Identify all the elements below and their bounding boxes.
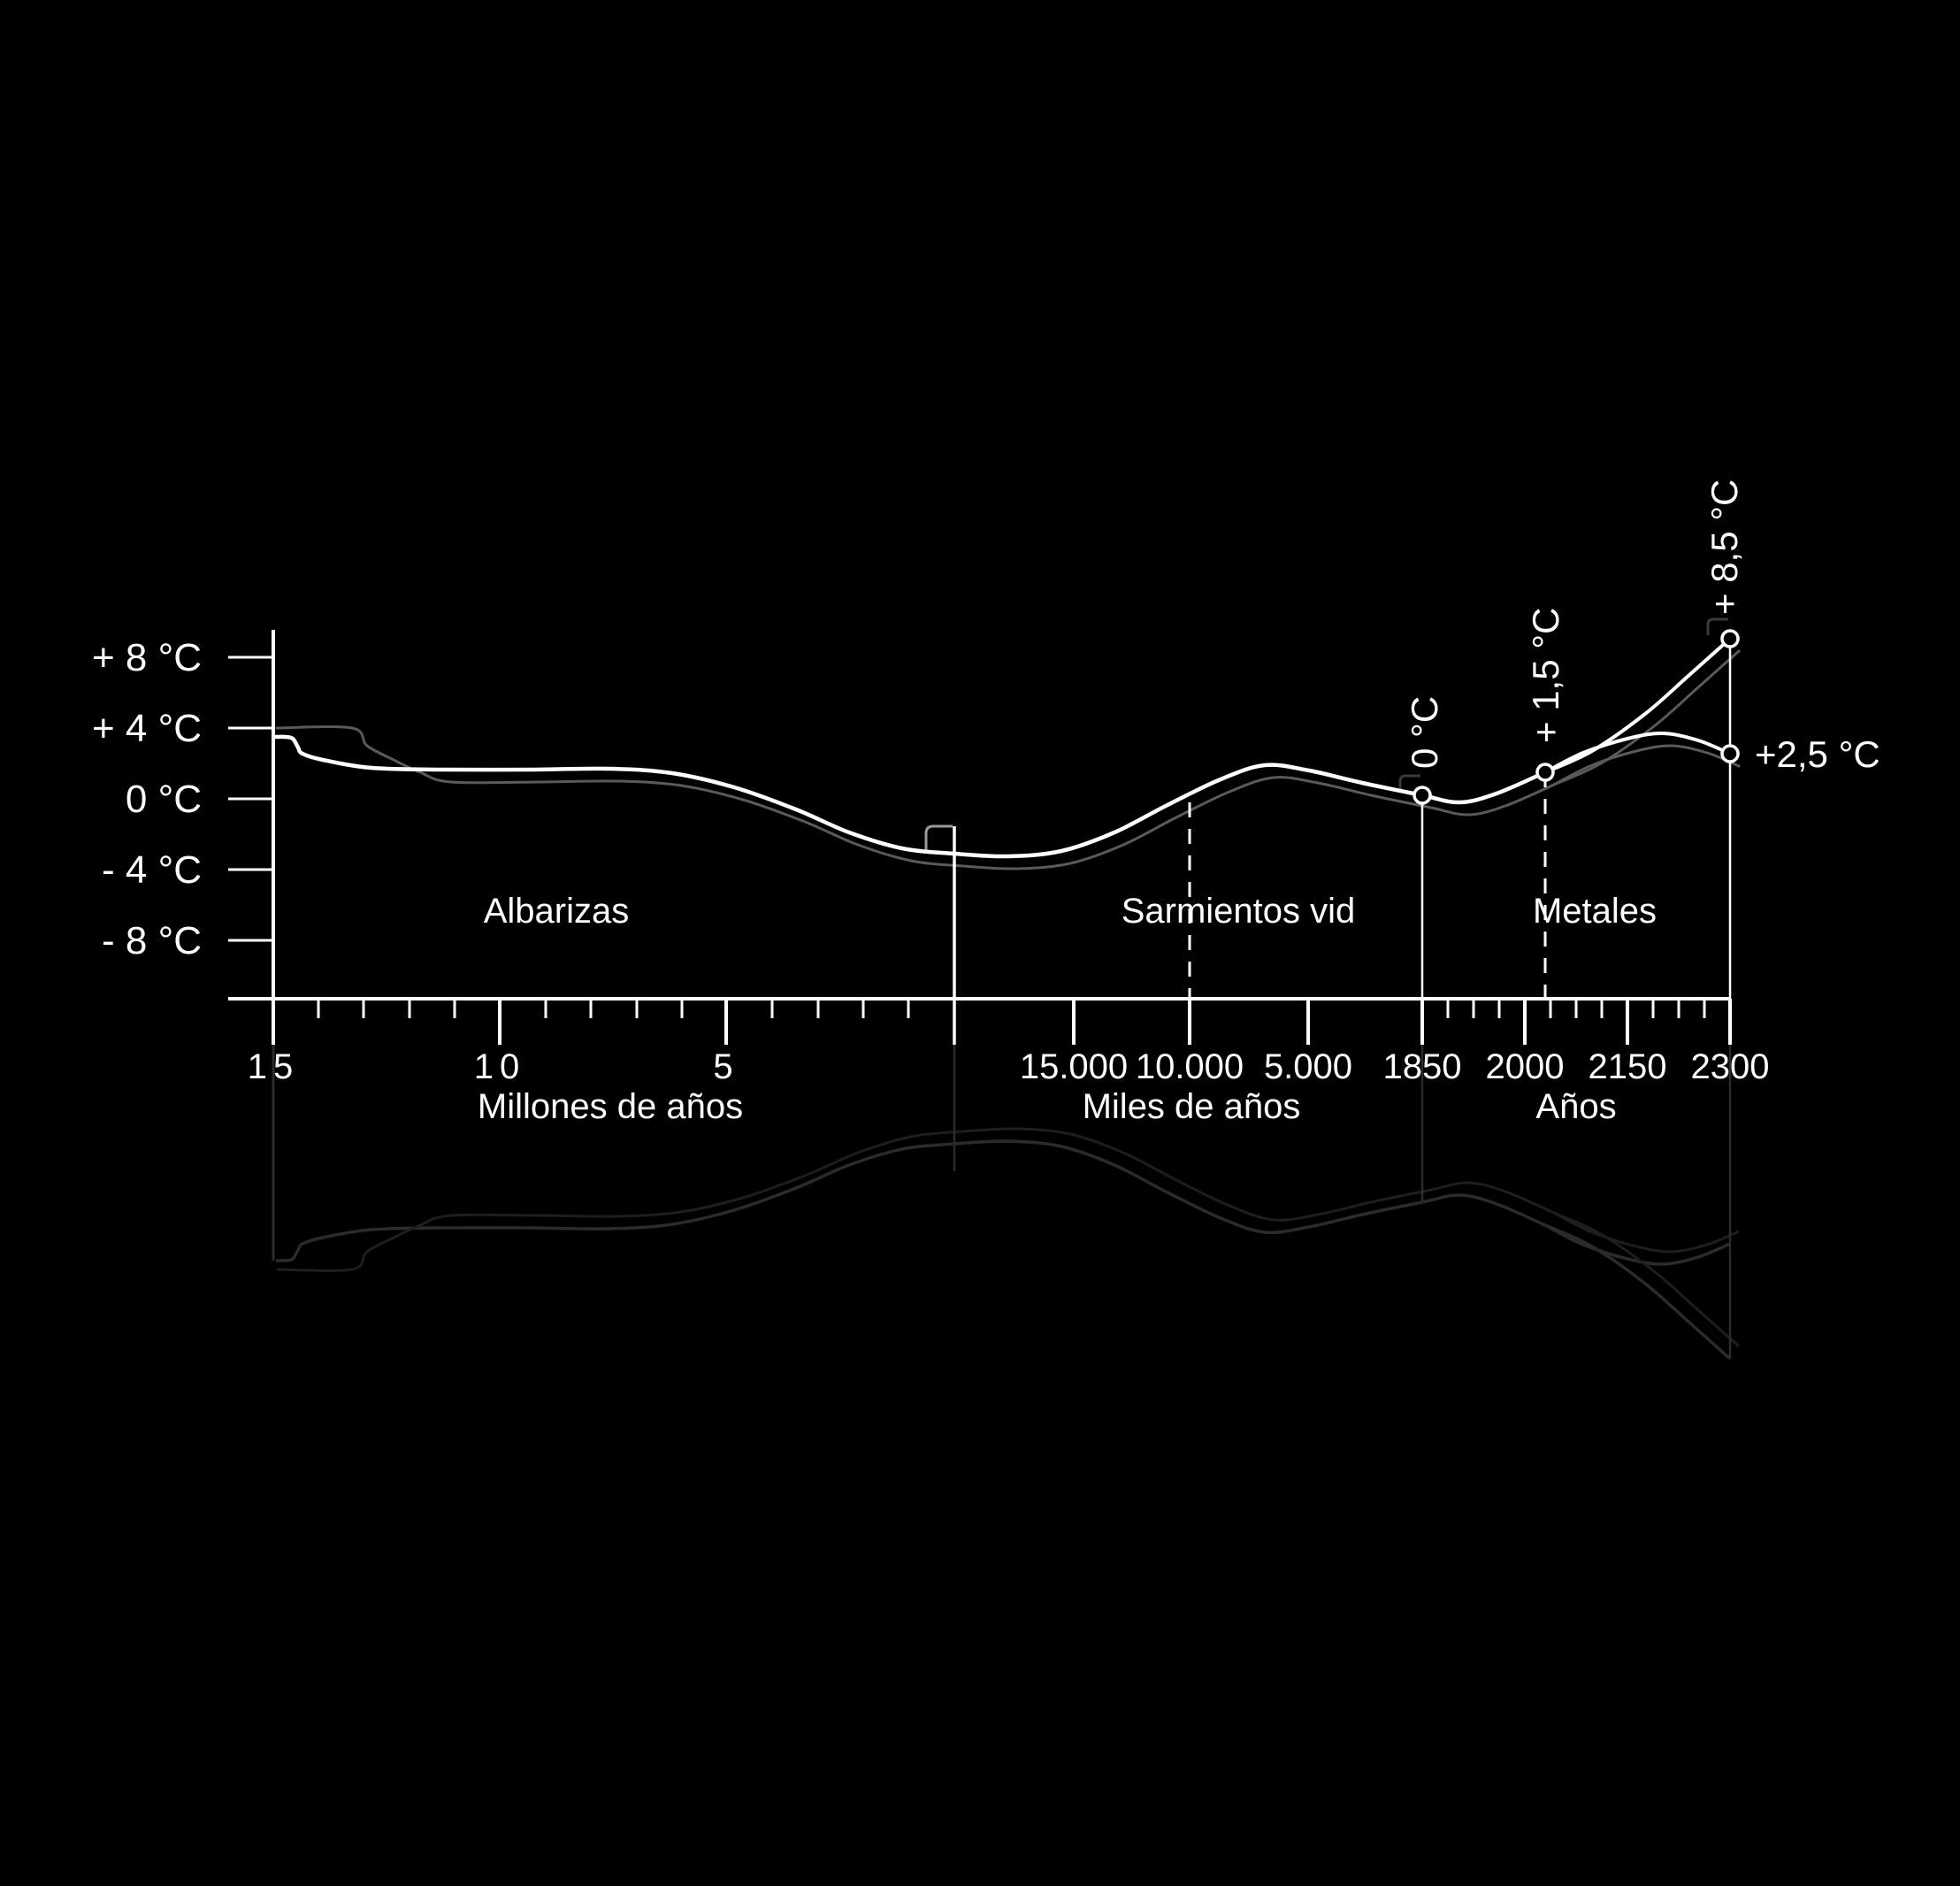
reflection-shadow-branch-low	[1553, 1211, 1740, 1254]
x-axis-tick-label: 15.000	[1020, 1047, 1128, 1086]
shadow-curve-branch-high	[1552, 649, 1741, 786]
guide-layer	[924, 617, 1732, 1045]
marker-layer	[1413, 629, 1740, 805]
reflection-curve-main	[275, 1139, 1546, 1262]
text-layer: + 8 °C + 4 °C 0 °C - 4 °C - 8 °C 15 10 5Millone…	[92, 479, 1880, 1126]
data-point-marker	[1413, 786, 1432, 805]
y-axis-tick-label: 0 °C	[126, 778, 202, 821]
data-point-marker	[1535, 763, 1555, 782]
x-axis-tick-label: 2300	[1691, 1047, 1770, 1086]
y-axis-tick-label: - 8 °C	[102, 919, 202, 962]
axis-layer	[228, 630, 1732, 1045]
zone-label: Albarizas	[484, 892, 630, 931]
data-point-marker	[1720, 629, 1740, 648]
reflection-curve-branch-high	[1544, 1223, 1732, 1361]
x-axis-unit-label: Millones de años	[478, 1087, 743, 1126]
x-axis-tick-label: 1850	[1383, 1047, 1462, 1086]
temperature-curve-projection-low	[1543, 731, 1732, 774]
curve-layer	[273, 637, 1732, 859]
boundary-tab	[1706, 617, 1728, 635]
temperature-curve-projection-high	[1543, 637, 1732, 774]
marker-label: 0 °C	[1404, 696, 1445, 769]
x-axis-tick-label: 5	[713, 1047, 739, 1086]
reflection-curve-branch-low	[1544, 1223, 1731, 1266]
reflection-layer	[272, 999, 1740, 1361]
zone-label: Metales	[1533, 892, 1657, 931]
shadow-curve-main	[275, 725, 1556, 870]
x-axis-tick-label: 5.000	[1264, 1047, 1352, 1086]
shadow-layer	[275, 649, 1741, 870]
temperature-curve-main	[273, 734, 1548, 859]
x-axis-tick-label: 10	[474, 1047, 526, 1086]
reflection-shadow-main	[276, 1127, 1555, 1272]
boundary-tab	[1398, 774, 1420, 792]
reflection-shadow-branch-high	[1553, 1211, 1740, 1348]
marker-label: +2,5 °C	[1755, 733, 1880, 775]
y-axis-tick-label: + 4 °C	[92, 707, 202, 750]
x-axis-tick-label: 10.000	[1136, 1047, 1244, 1086]
zone-label: Sarmientos vid	[1122, 892, 1356, 931]
shadow-curve-branch-low	[1552, 744, 1741, 786]
boundary-hook	[924, 824, 953, 850]
marker-label: + 8,5 °C	[1704, 479, 1745, 615]
data-point-marker	[1720, 744, 1740, 763]
x-axis-tick-label: 2000	[1486, 1047, 1565, 1086]
x-axis-tick-label: 2150	[1589, 1047, 1667, 1086]
x-axis-unit-label: Miles de años	[1083, 1087, 1301, 1126]
y-axis-tick-label: + 8 °C	[92, 636, 202, 679]
marker-label: + 1,5 °C	[1525, 608, 1566, 743]
y-axis-tick-label: - 4 °C	[102, 848, 202, 892]
x-axis-unit-label: Años	[1535, 1087, 1616, 1126]
x-axis-tick-label: 15	[248, 1047, 300, 1086]
